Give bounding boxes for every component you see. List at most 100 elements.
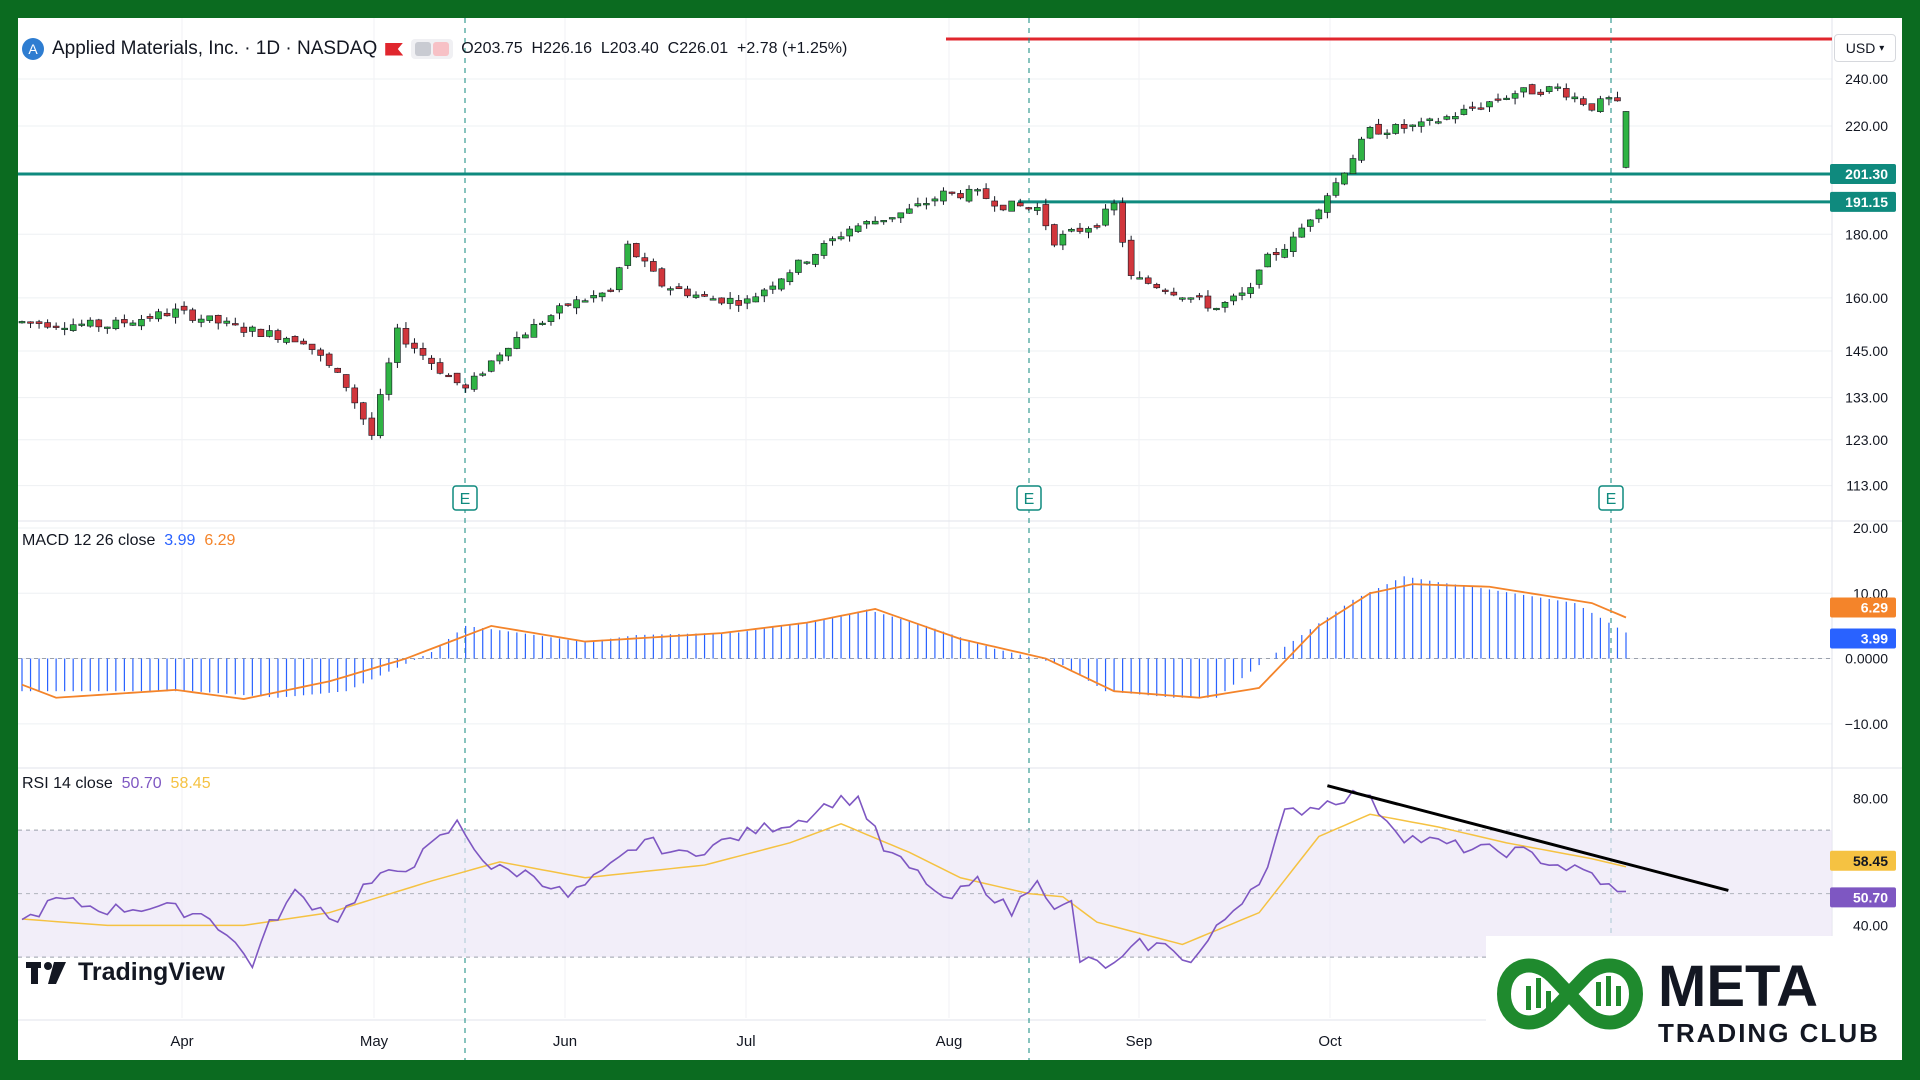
candle-body <box>880 220 888 223</box>
candle <box>445 373 452 378</box>
candle-body <box>615 267 623 291</box>
candle-body <box>1051 224 1058 246</box>
time-axis-label: Sep <box>1126 1033 1153 1050</box>
rsi-value-tag: 50.70 <box>1830 887 1896 908</box>
candle <box>112 317 120 331</box>
candle <box>61 322 68 336</box>
candle <box>1494 93 1502 103</box>
candle-body <box>607 289 615 292</box>
candle <box>1443 114 1451 121</box>
candle <box>1571 92 1579 103</box>
candle <box>1392 123 1399 135</box>
candle-body <box>1136 277 1143 280</box>
candle-body <box>453 372 461 384</box>
candle-body <box>1383 132 1391 135</box>
candle-body <box>104 326 111 329</box>
candle <box>95 318 103 332</box>
candle <box>342 374 350 392</box>
candle <box>283 336 290 345</box>
candle-body <box>1537 91 1544 95</box>
candle <box>948 191 956 196</box>
candle <box>1102 204 1109 227</box>
candle <box>539 320 546 326</box>
candle-body <box>1042 204 1050 227</box>
candle <box>1033 202 1041 216</box>
candle <box>1042 198 1050 231</box>
candle-body <box>667 288 674 291</box>
candle-body <box>564 303 572 306</box>
candle-body <box>214 314 222 324</box>
candle-body <box>206 315 214 321</box>
candle <box>812 253 819 268</box>
symbol-title[interactable]: Applied Materials, Inc. · 1D · NASDAQ <box>52 38 378 59</box>
candle-body <box>1528 84 1536 95</box>
candle-body <box>641 257 649 262</box>
candle <box>760 287 768 303</box>
price-tick-label: 113.00 <box>1846 478 1888 494</box>
price-tick-label: 160.00 <box>1845 290 1888 306</box>
candle <box>650 258 657 272</box>
candle <box>1008 200 1016 212</box>
candle <box>547 314 555 326</box>
time-axis-label: Jun <box>553 1033 577 1050</box>
candle <box>1417 117 1425 133</box>
candle-body <box>1187 297 1195 300</box>
candle-body <box>957 193 964 199</box>
candle-body <box>863 221 870 225</box>
currency-selector[interactable]: USD ▾ <box>1834 34 1896 62</box>
candle <box>266 325 273 338</box>
candle-body <box>78 323 86 326</box>
rsi-value: 50.70 <box>121 775 162 792</box>
candle <box>1341 172 1348 186</box>
candle-body <box>436 362 444 374</box>
candle-body <box>1580 98 1587 105</box>
earnings-marker[interactable]: E <box>452 485 478 511</box>
tradingview-logo[interactable]: TradingView <box>26 958 225 987</box>
trading-chart[interactable]: E E E 240.00 220.00 180.00 160.00 145.00 133.00… <box>18 18 1902 1060</box>
candle <box>1545 85 1553 94</box>
earnings-marker[interactable]: E <box>1016 485 1042 511</box>
candle <box>1434 117 1442 125</box>
candle-body <box>1469 106 1476 109</box>
candle-body <box>743 298 751 304</box>
candle <box>223 317 231 327</box>
candle-body <box>632 243 640 258</box>
candle <box>385 357 393 401</box>
candle <box>974 187 981 196</box>
candle-body <box>1289 236 1297 253</box>
candle-body <box>1392 124 1399 134</box>
candle-body <box>197 318 205 323</box>
candle-body <box>1179 297 1186 300</box>
candle-body <box>61 327 68 330</box>
candle-body <box>172 308 179 318</box>
candle-body <box>505 347 512 357</box>
candle-body <box>846 228 853 237</box>
candle <box>1307 219 1314 232</box>
candle <box>530 318 538 338</box>
flag-icon[interactable] <box>385 42 404 56</box>
candle <box>1349 154 1357 175</box>
candle <box>69 318 77 332</box>
earnings-marker[interactable]: E <box>1598 485 1624 511</box>
candle-body <box>1298 227 1306 238</box>
candle-body <box>923 203 930 206</box>
candle-body <box>522 334 529 339</box>
candle <box>1409 124 1417 132</box>
candle-body <box>598 292 606 298</box>
applied-materials-logo-icon[interactable]: A <box>22 38 44 60</box>
candle <box>598 292 606 302</box>
macd-tick-label: 20.00 <box>1853 520 1888 536</box>
candle-body <box>1349 158 1357 175</box>
macd-signal-line <box>21 583 1627 700</box>
meta-trading-club-logo: META TRADING CLUB <box>1486 936 1902 1060</box>
candle-body <box>1230 295 1237 302</box>
candle-body <box>129 322 137 326</box>
candle <box>1281 244 1289 259</box>
candle <box>1622 111 1630 169</box>
candle-body <box>812 253 819 265</box>
candle <box>35 319 43 329</box>
earnings-marker-box <box>1016 485 1042 511</box>
candle <box>1375 118 1382 135</box>
indicator-toggle-pill[interactable] <box>411 39 454 59</box>
candle-body <box>291 336 299 343</box>
